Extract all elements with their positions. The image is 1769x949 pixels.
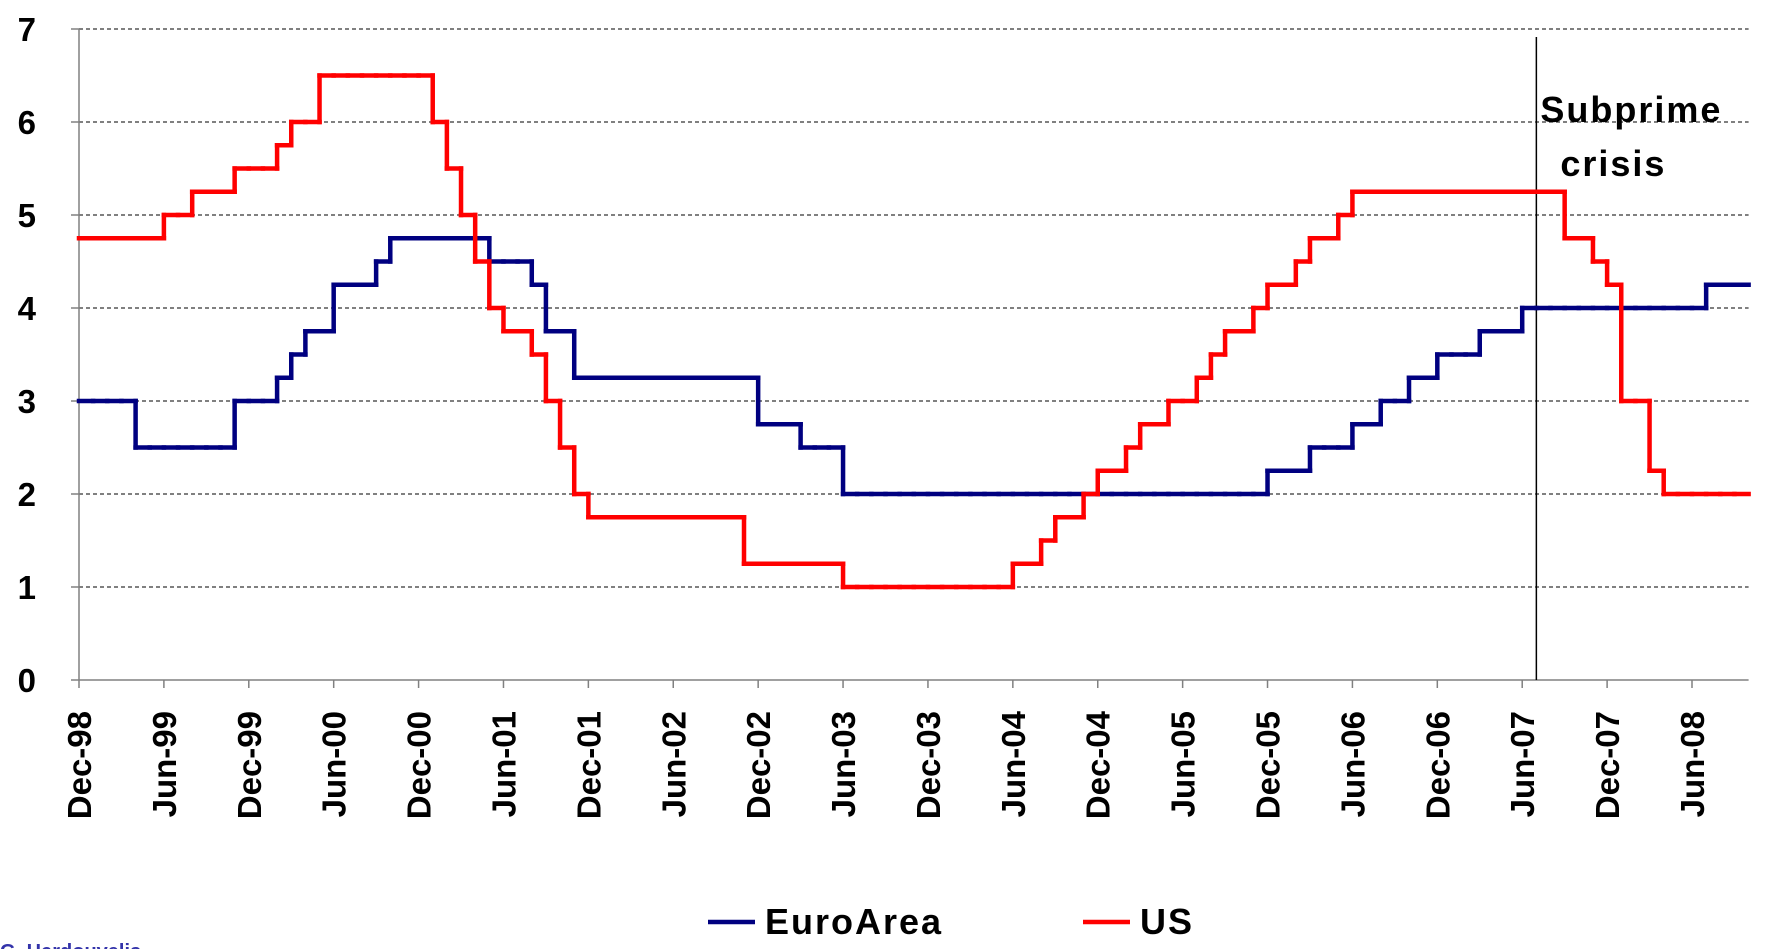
x-tick-label: Dec-05 xyxy=(1250,711,1287,819)
x-tick-label: Dec-07 xyxy=(1589,711,1626,819)
x-tick-label: Jun-02 xyxy=(655,711,692,817)
x-tick-label: Jun-99 xyxy=(146,711,183,817)
y-tick-label: 0 xyxy=(18,662,36,699)
x-tick-label: Jun-06 xyxy=(1334,711,1371,817)
y-tick-label: 5 xyxy=(18,197,36,234)
x-tick-label: Dec-00 xyxy=(401,711,438,819)
x-tick-label: Dec-99 xyxy=(231,711,268,819)
y-tick-label: 3 xyxy=(18,383,36,420)
x-tick-label: Jun-08 xyxy=(1674,711,1711,817)
y-tick-label: 1 xyxy=(18,569,36,606)
x-tick-label: Jun-05 xyxy=(1165,711,1202,817)
x-tick-label: Jun-04 xyxy=(995,710,1032,817)
x-tick-label: Jun-01 xyxy=(485,711,522,817)
x-tick-label: Dec-01 xyxy=(570,711,607,819)
x-tick-label: Dec-06 xyxy=(1419,711,1456,819)
annotation-text: Subprime xyxy=(1540,89,1722,130)
legend-label: US xyxy=(1140,901,1194,942)
annotation-text: crisis xyxy=(1560,143,1666,184)
x-tick-label: Dec-02 xyxy=(740,711,777,819)
legend-label: EuroArea xyxy=(765,901,943,942)
x-tick-label: Dec-98 xyxy=(61,711,98,819)
x-tick-label: Dec-03 xyxy=(910,711,947,819)
y-tick-label: 6 xyxy=(18,104,36,141)
x-tick-label: Jun-07 xyxy=(1504,711,1541,817)
y-tick-label: 4 xyxy=(18,290,37,327)
x-tick-label: Jun-00 xyxy=(316,711,353,817)
x-tick-label: Dec-04 xyxy=(1080,710,1117,819)
y-tick-label: 2 xyxy=(18,476,36,513)
y-tick-label: 7 xyxy=(18,11,36,48)
x-tick-label: Jun-03 xyxy=(825,711,862,817)
source-text: G. Hardouvelis xyxy=(0,941,141,949)
